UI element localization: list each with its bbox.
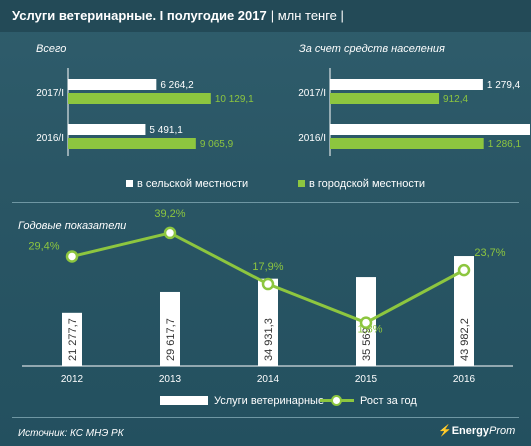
annual-bar-2 bbox=[258, 278, 278, 366]
population-label-urban-1: 1 286,1 bbox=[488, 139, 522, 150]
growth-label-3: 1,8% bbox=[357, 324, 382, 336]
annual-category-1: 2013 bbox=[159, 374, 182, 385]
growth-point-0 bbox=[65, 250, 79, 263]
population-bar-urban-1 bbox=[330, 138, 484, 149]
title-unit: | млн тенге | bbox=[270, 8, 344, 23]
growth-label-1: 39,2% bbox=[154, 208, 185, 220]
subtitle-population: За счет средств населения bbox=[299, 43, 445, 55]
total-label-rural-0: 6 264,2 bbox=[160, 80, 194, 91]
legend-line: Рост за год bbox=[320, 395, 417, 407]
total-bar-rural-1 bbox=[68, 124, 146, 135]
legend-bars-label: Услуги ветеринарные bbox=[214, 395, 325, 407]
legend-urban-swatch bbox=[298, 180, 305, 187]
legend-urban-label: в городской местности bbox=[309, 178, 426, 190]
logo-suffix: Prom bbox=[489, 425, 516, 437]
population-label-urban-0: 912,4 bbox=[443, 94, 468, 105]
annual-category-0: 2012 bbox=[61, 374, 84, 385]
total-bar-urban-1 bbox=[68, 138, 196, 149]
annual-bar-label-3: 35 569,6 bbox=[361, 318, 373, 361]
total-bar-rural-0 bbox=[68, 79, 157, 90]
growth-point-1 bbox=[163, 226, 177, 240]
page-title: Услуги ветеринарные. I полугодие 2017 | м… bbox=[12, 8, 344, 23]
growth-point-2 bbox=[261, 277, 275, 291]
legend-bars-swatch bbox=[160, 396, 208, 405]
total-category-1: 2016/I bbox=[36, 133, 64, 144]
legend-rural-swatch bbox=[126, 180, 133, 187]
growth-point-4 bbox=[457, 263, 471, 277]
population-category-1: 2016/I bbox=[298, 133, 326, 144]
annual-category-4: 2016 bbox=[453, 374, 476, 385]
legend-bars: Услуги ветеринарные bbox=[160, 395, 324, 407]
total-label-urban-1: 9 065,9 bbox=[200, 139, 234, 150]
annual-bar-label-1: 29 617,7 bbox=[165, 318, 177, 361]
source-note: Источник: КС МНЭ РК bbox=[18, 428, 124, 439]
legend-line-label: Рост за год bbox=[360, 395, 417, 407]
population-bar-urban-0 bbox=[330, 93, 440, 104]
brand-logo: ⚡EnergyProm bbox=[438, 424, 515, 437]
annual-bar-1 bbox=[160, 291, 180, 366]
footer-divider bbox=[12, 417, 519, 418]
total-bar-urban-0 bbox=[68, 93, 211, 104]
legend-rural: в сельской местности bbox=[126, 178, 248, 190]
growth-label-0: 29,4% bbox=[28, 240, 59, 252]
annual-category-2: 2014 bbox=[257, 374, 280, 385]
annual-bar-label-2: 34 931,3 bbox=[263, 318, 275, 361]
annual-bar-label-0: 21 277,7 bbox=[67, 318, 79, 361]
growth-label-2: 17,9% bbox=[252, 261, 283, 273]
population-bar-rural-0 bbox=[330, 79, 483, 90]
population-label-rural-0: 1 279,4 bbox=[487, 80, 521, 91]
title-text: Услуги ветеринарные. I полугодие 2017 bbox=[12, 8, 267, 23]
subtitle-total: Всего bbox=[36, 43, 67, 55]
growth-label-4: 23,7% bbox=[474, 247, 505, 259]
annual-bar-label-4: 43 982,2 bbox=[459, 318, 471, 361]
annual-title: Годовые показатели bbox=[18, 220, 127, 232]
legend-line-swatch bbox=[320, 395, 354, 406]
annual-bar-0 bbox=[62, 312, 82, 366]
legend-rural-label: в сельской местности bbox=[137, 178, 249, 190]
annual-bar-4 bbox=[454, 256, 474, 366]
total-label-urban-0: 10 129,1 bbox=[215, 94, 254, 105]
annual-category-3: 2015 bbox=[355, 374, 378, 385]
lightning-icon: ⚡ bbox=[438, 425, 452, 437]
population-category-0: 2017/I bbox=[298, 88, 326, 99]
divider bbox=[12, 202, 519, 203]
population-bar-rural-1 bbox=[330, 124, 530, 135]
total-label-rural-1: 5 491,1 bbox=[149, 125, 183, 136]
legend-urban: в городской местности bbox=[298, 178, 425, 190]
total-category-0: 2017/I bbox=[36, 88, 64, 99]
growth-point-3 bbox=[359, 316, 373, 329]
header-bar bbox=[0, 0, 531, 32]
logo-brand: Energy bbox=[451, 425, 489, 437]
